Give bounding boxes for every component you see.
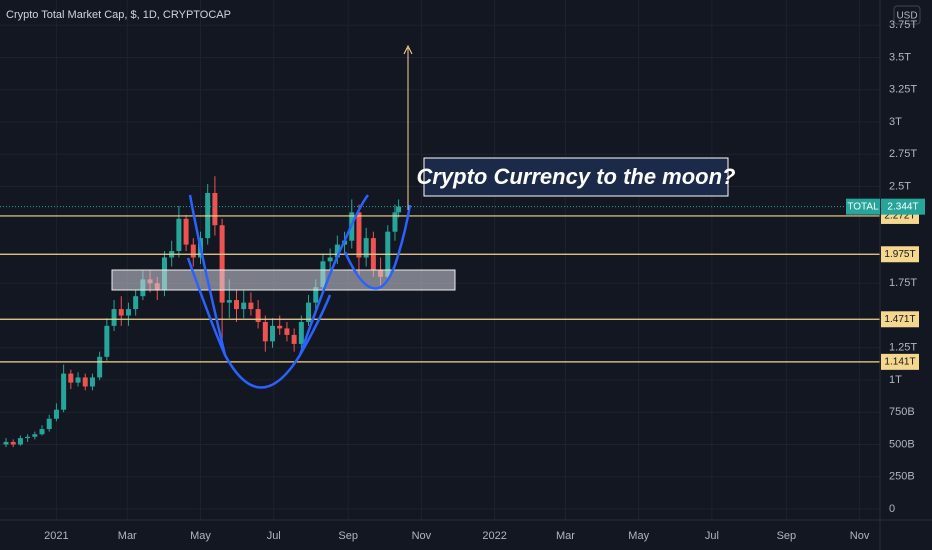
candle-body — [334, 244, 340, 258]
candle-body — [25, 436, 31, 439]
candle-body — [270, 325, 276, 342]
candle-body — [248, 302, 254, 310]
candle-body — [392, 212, 398, 232]
last-price-tag — [881, 198, 925, 215]
candle-body — [53, 409, 59, 419]
grid — [0, 0, 880, 520]
candle-body — [226, 300, 232, 303]
candle-body — [291, 334, 297, 344]
candle-body — [10, 441, 16, 445]
y-tick-label: 0 — [889, 503, 895, 515]
candle-body — [255, 309, 261, 322]
candle-body — [3, 441, 9, 445]
candle-body — [75, 377, 81, 383]
y-tick-label: 3.5T — [889, 51, 911, 63]
candle-body — [97, 356, 103, 378]
candle-body — [298, 321, 304, 344]
y-tick-label: 3.25T — [889, 84, 917, 96]
x-tick-label: 2021 — [44, 530, 68, 542]
candle-body — [241, 302, 247, 310]
y-tick-label: 250B — [889, 471, 915, 483]
candle-body — [82, 377, 88, 387]
candle-body — [118, 309, 124, 316]
x-tick-label: Mar — [556, 530, 575, 542]
candle-body — [284, 328, 290, 335]
candle-body — [219, 225, 225, 303]
candle-body — [133, 296, 139, 310]
candle-body — [89, 377, 95, 387]
candle-body — [313, 287, 319, 303]
candle-body — [306, 302, 312, 322]
level-tag — [881, 353, 919, 370]
candle-body — [176, 218, 182, 252]
currency-label: USD — [896, 11, 917, 22]
candle-body — [277, 325, 283, 329]
y-tick-label: 1.75T — [889, 277, 917, 289]
currency-box — [893, 5, 921, 25]
plot — [0, 176, 880, 448]
x-tick-label: Jul — [705, 530, 719, 542]
last-price-name-tag — [846, 198, 880, 215]
level-label: 1.141T — [884, 356, 915, 367]
last-price-name: TOTAL — [847, 201, 879, 212]
y-tick-label: 2.75T — [889, 148, 917, 160]
candle-body — [61, 373, 67, 410]
annotation-box — [423, 157, 729, 197]
x-tick-label: Jul — [267, 530, 281, 542]
y-tick-label: 1T — [889, 374, 902, 386]
x-tick-label: Sep — [338, 530, 358, 542]
candle-body — [262, 321, 268, 342]
cup-left — [188, 194, 227, 356]
cup-curve — [186, 257, 332, 389]
x-tick-label: Nov — [412, 530, 432, 542]
y-tick-label: 500B — [889, 438, 915, 450]
level-tag — [881, 311, 919, 328]
x-tick-label: May — [628, 530, 649, 542]
cup-right — [298, 194, 369, 356]
last-price-label: 2.344T — [887, 201, 918, 212]
candle-body — [363, 238, 369, 258]
level-tag — [881, 246, 919, 263]
candle-body — [46, 418, 52, 430]
candle-body — [327, 257, 333, 262]
annotation: Crypto Currency to the moon? — [416, 164, 735, 189]
level-label: 1.975T — [884, 249, 915, 260]
candle-body — [396, 206, 402, 213]
candle-body — [234, 300, 240, 310]
x-tick-label: Sep — [777, 530, 797, 542]
level-label: 1.471T — [884, 314, 915, 325]
y-tick-label: 3T — [889, 116, 902, 128]
x-tick-label: Nov — [850, 530, 870, 542]
x-tick-label: May — [190, 530, 211, 542]
candle-body — [17, 438, 23, 445]
candle-body — [183, 218, 189, 245]
arrow-head — [403, 44, 413, 55]
candle-body — [32, 434, 38, 437]
x-tick-label: Mar — [118, 530, 137, 542]
y-tick-label: 3.75T — [889, 19, 917, 31]
chart-title: Crypto Total Market Cap, $, 1D, CRYPTOCA… — [6, 9, 231, 21]
candle-body — [104, 325, 110, 357]
candle-body — [356, 212, 362, 258]
y-tick-label: 1.25T — [889, 342, 917, 354]
candle-body — [125, 309, 131, 316]
y-tick-label: 750B — [889, 406, 915, 418]
x-tick-label: 2022 — [482, 530, 506, 542]
candle-body — [39, 429, 45, 435]
candle-body — [190, 244, 196, 258]
candle-body — [111, 309, 117, 326]
level-label: 2.272T — [884, 211, 915, 222]
candle-body — [68, 373, 74, 383]
candle-body — [212, 192, 218, 226]
zone — [111, 269, 456, 291]
y-tick-label: 2.5T — [889, 180, 911, 192]
handle-curve — [343, 204, 412, 290]
